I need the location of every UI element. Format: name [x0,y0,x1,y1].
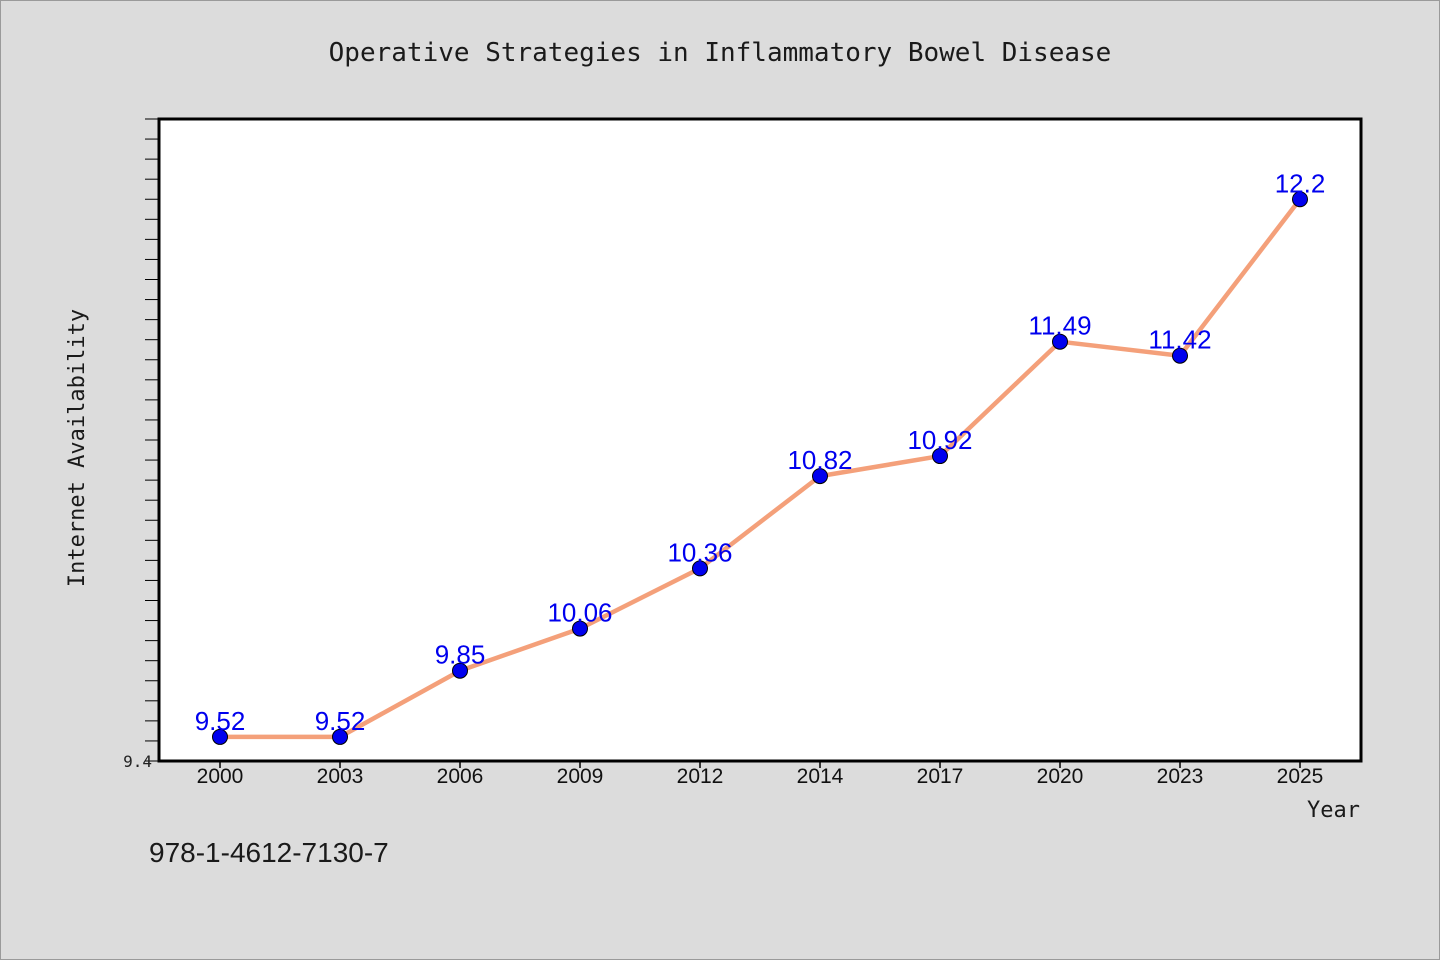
x-tick-label: 2009 [557,765,604,788]
data-point [452,662,468,679]
x-tick-label: 2017 [917,765,964,788]
data-label: 10.82 [787,445,852,475]
data-point [1172,347,1188,364]
data-point [572,620,588,637]
x-tick-label: 2020 [1037,765,1084,788]
data-markers [212,191,1308,745]
data-label: 9.85 [435,640,486,670]
x-tick-label: 2012 [677,765,724,788]
data-labels: 9.52 9.52 9.85 10.06 10.36 10.82 10.92 11.49 11.… [195,168,1326,736]
x-tick-label: 2000 [197,765,244,788]
x-tick-label: 2025 [1277,765,1324,788]
data-label: 10.36 [667,537,732,567]
x-tick-label: 2006 [437,765,484,788]
y-axis-label: Internet Availability [65,309,90,587]
data-point [212,728,228,745]
x-tick-label: 2023 [1157,765,1204,788]
data-point [332,728,348,745]
isbn-footnote: 978-1-4612-7130-7 [149,837,389,868]
data-label: 9.52 [195,706,246,736]
y-axis-ticks [145,118,159,762]
chart-title: Operative Strategies in Inflammatory Bow… [329,38,1112,68]
x-tick-label: 2014 [797,765,844,788]
data-label: 11.42 [1148,325,1211,355]
data-label: 10.92 [907,425,972,455]
x-axis-label: Year [1307,798,1360,823]
data-label: 10.06 [547,598,612,628]
data-label: 12.2 [1275,168,1326,198]
data-point [932,448,948,465]
plot-area [157,117,1363,763]
data-point [1292,191,1308,208]
data-label: 11.49 [1028,311,1091,341]
x-axis-ticks: 2000 2003 2006 2009 2012 2014 2017 2020 2023 2025 [197,761,1324,788]
data-point [692,560,708,577]
y-tick-label: 9.4 [123,752,152,771]
data-point [1052,333,1068,350]
series-line-group [220,197,1302,740]
data-point [812,468,828,485]
series-line [220,197,1302,740]
x-tick-label: 2003 [317,765,364,788]
data-label: 9.52 [315,706,366,736]
